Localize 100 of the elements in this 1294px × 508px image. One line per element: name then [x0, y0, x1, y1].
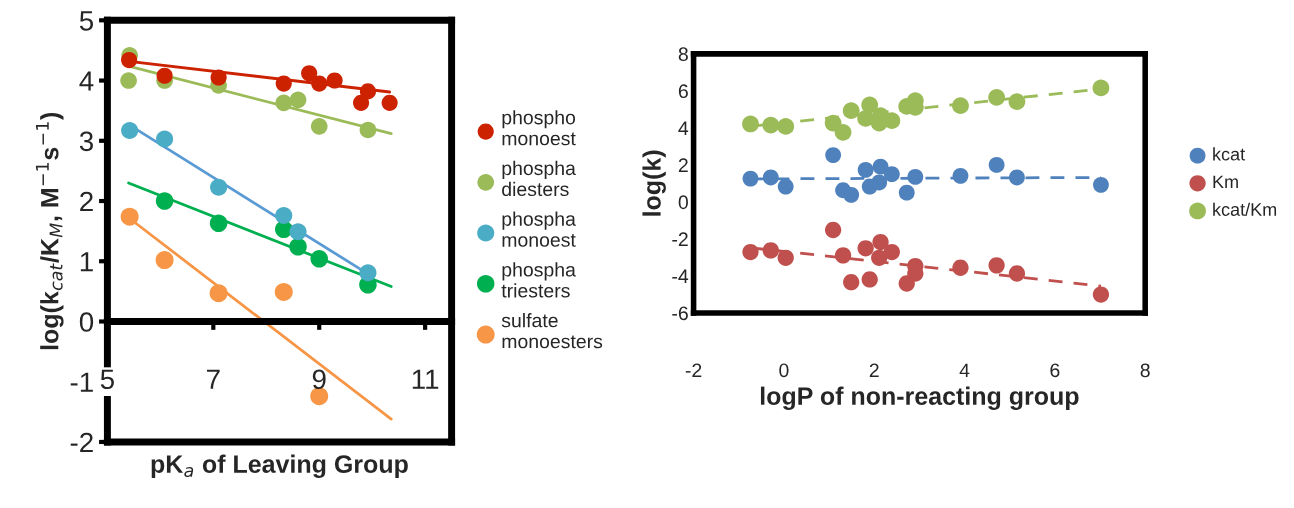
y-tick-label: 1 [80, 252, 93, 272]
y-tick-label: -2 [70, 432, 93, 453]
point [310, 118, 328, 135]
x-tick-label: 4 [959, 363, 970, 378]
point [275, 94, 293, 112]
y-tick-label: -4 [672, 269, 689, 283]
point [274, 282, 293, 301]
x-tick-label: 11 [412, 369, 439, 389]
point [121, 52, 138, 69]
y-tick-label: 4 [79, 71, 94, 91]
point [871, 174, 888, 191]
point [742, 115, 759, 133]
point [1092, 79, 1110, 97]
point [359, 83, 377, 100]
point [988, 257, 1005, 274]
text: log(k$_{cat}$/K$_{M}$, M$^{−1}$s$^{−1}$) [35, 112, 64, 350]
legend-label: Km [1213, 175, 1238, 189]
legend-label: phospha diesters [502, 160, 576, 197]
legend-label: phospha triesters [501, 262, 576, 298]
point [310, 250, 328, 268]
point [988, 88, 1005, 106]
point [857, 161, 874, 178]
point [742, 243, 759, 261]
point [762, 242, 779, 259]
point [777, 118, 795, 135]
legend-label: phospho monoest [502, 110, 576, 146]
legend-label: sulfate monoesters [501, 313, 603, 349]
y-tick-label: 2 [678, 158, 688, 172]
point [210, 178, 228, 196]
point [209, 284, 228, 303]
point [289, 91, 307, 109]
point [275, 75, 292, 92]
point [907, 168, 924, 185]
point [326, 72, 343, 89]
point [210, 69, 227, 86]
point [871, 249, 888, 266]
x-tick-label: 7 [207, 369, 220, 389]
y-axis-title: log(k) [642, 150, 666, 216]
y-tick-label: -6 [672, 306, 688, 321]
point [952, 167, 969, 184]
y-tick-label: 5 [79, 11, 94, 31]
y-tick-label: -2 [672, 232, 688, 246]
point [1009, 169, 1025, 186]
x-tick-label: 0 [779, 363, 789, 378]
point [952, 259, 969, 276]
point [824, 221, 842, 239]
point [825, 147, 842, 163]
point [834, 247, 852, 264]
point [1092, 286, 1110, 303]
point [289, 223, 307, 241]
point [352, 94, 370, 111]
point [156, 67, 173, 84]
x-tick-label: 5 [100, 369, 114, 390]
point [1093, 176, 1109, 193]
point [861, 271, 878, 288]
point [898, 184, 915, 201]
point [120, 72, 137, 89]
point [988, 156, 1005, 173]
point [883, 166, 900, 183]
point [301, 65, 318, 82]
point [834, 123, 852, 141]
legend-label: kcat [1213, 147, 1245, 161]
point [857, 240, 874, 257]
point [156, 130, 174, 148]
point [742, 170, 759, 187]
point [842, 102, 860, 120]
x-tick-label: 2 [869, 363, 879, 378]
point [289, 238, 307, 256]
point [843, 186, 860, 203]
point [777, 178, 794, 195]
point [359, 121, 377, 139]
point [843, 274, 860, 291]
x-tick-label: 6 [1050, 363, 1060, 378]
point [883, 243, 900, 261]
point [120, 207, 139, 226]
point [155, 251, 174, 270]
legend-label: kcat/Km [1213, 202, 1277, 216]
point [359, 264, 377, 282]
x-tick-label: 8 [1140, 363, 1150, 378]
x-axis-title: pK$_{a}$ of Leaving Group [151, 454, 408, 479]
point [777, 249, 794, 266]
point [861, 96, 879, 114]
point [310, 387, 329, 406]
point [155, 192, 174, 210]
y-tick-label: 8 [678, 47, 688, 62]
y-tick-label: 6 [678, 84, 688, 99]
point [121, 122, 139, 140]
y-tick-label: 0 [678, 195, 688, 210]
point [762, 116, 780, 134]
point [1008, 93, 1026, 110]
y-tick-label: 0 [79, 312, 94, 332]
point [952, 97, 969, 115]
point [311, 75, 328, 92]
y-tick-label: 4 [678, 121, 689, 135]
y-tick-label: -1 [70, 372, 93, 392]
point [872, 233, 889, 251]
point [872, 158, 889, 175]
point [762, 169, 779, 186]
y-tick-label: 2 [80, 191, 93, 212]
x-tick-label: 9 [312, 369, 326, 390]
